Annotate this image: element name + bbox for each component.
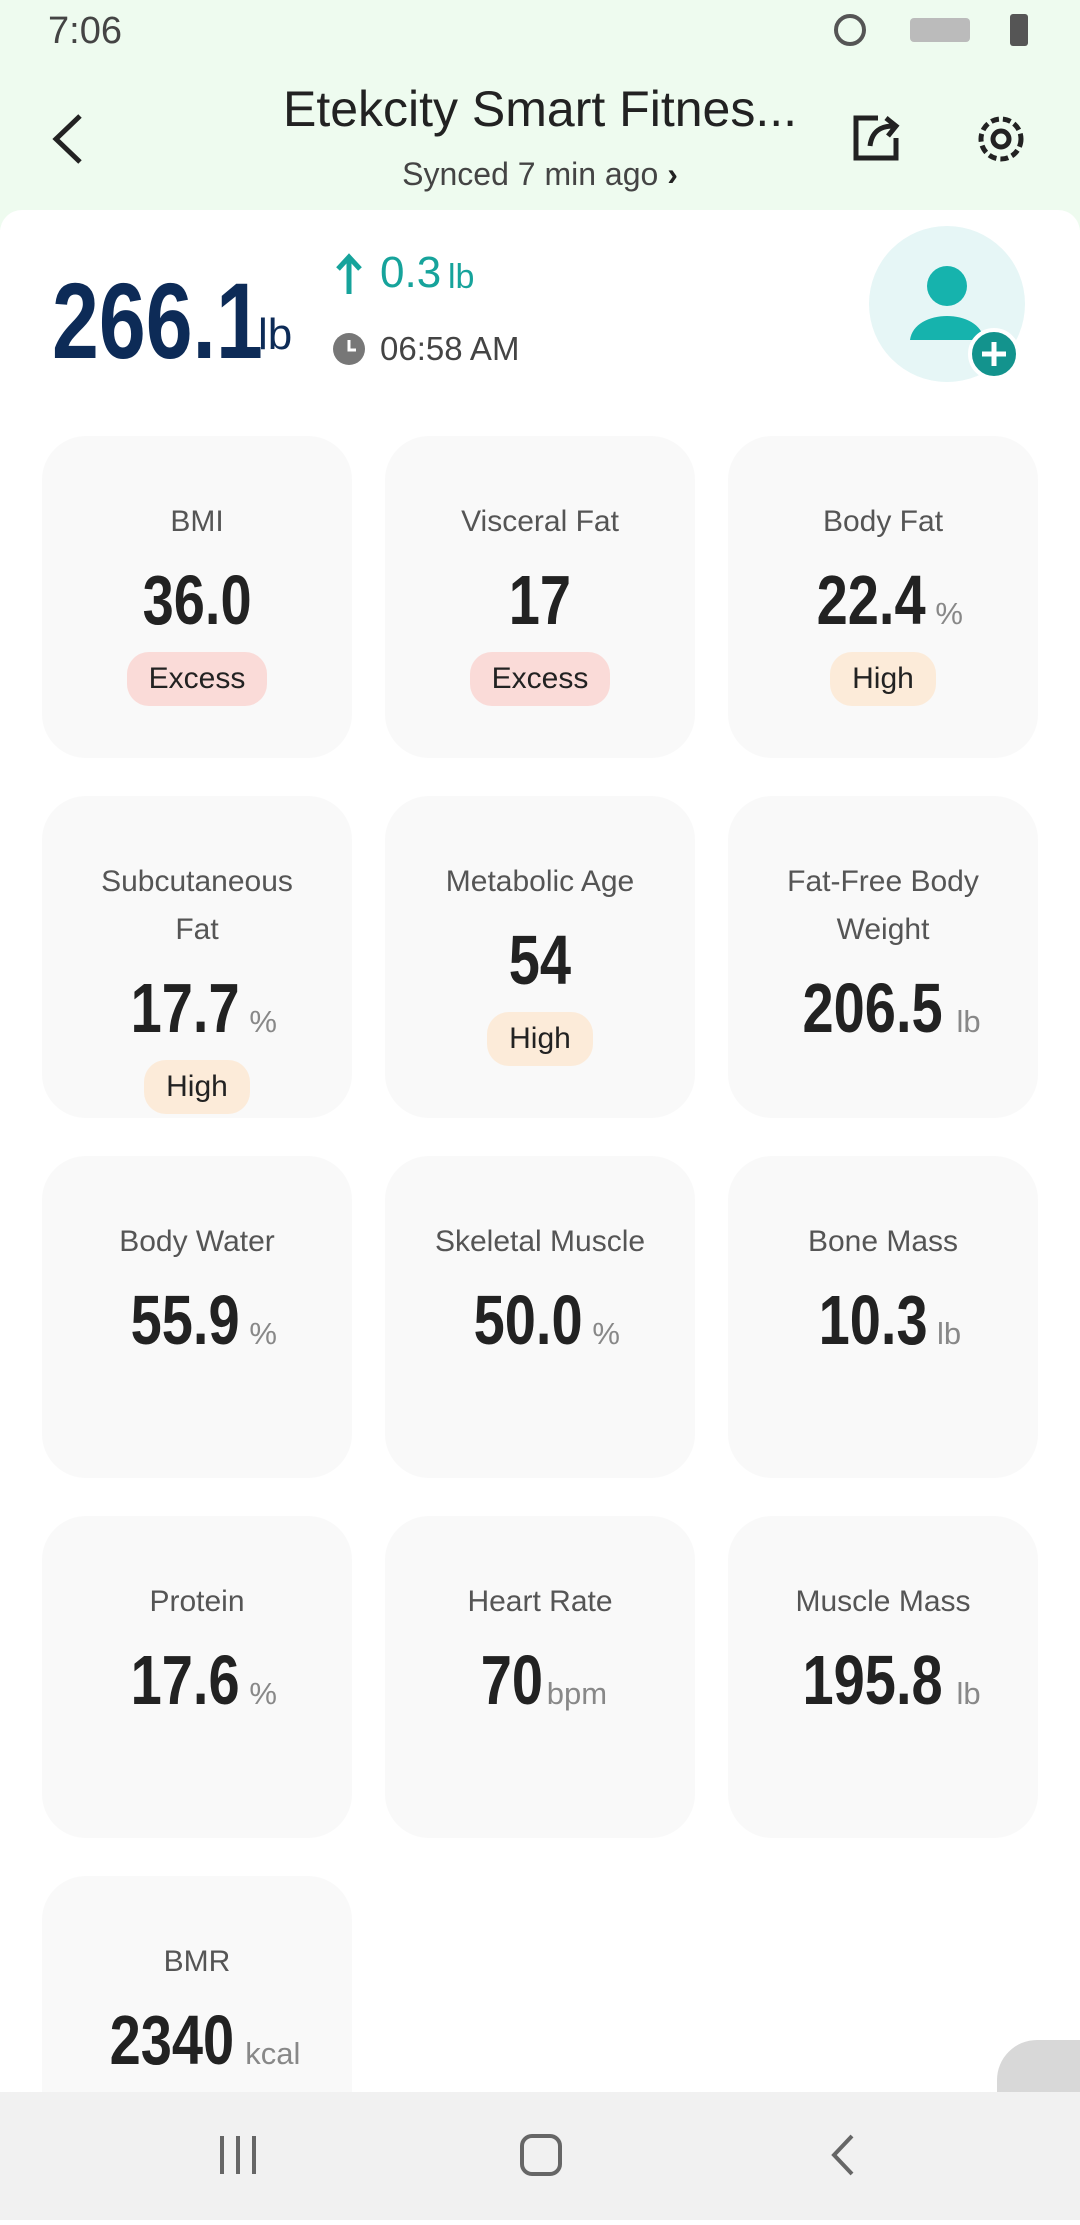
metric-value-row: 17 (501, 560, 579, 640)
metric-card[interactable]: Fat-Free Body Weight 206.5 lb (728, 796, 1038, 1118)
metric-value: 10.3 (818, 1281, 928, 1359)
metric-unit: kcal (245, 2036, 301, 2071)
metric-value-row: 17.6% (117, 1640, 277, 1720)
metric-label: Body Fat (822, 505, 944, 538)
metric-grid: BMI 36.0 Excess Visceral Fat 17 Excess Body Fa… (42, 436, 1038, 2092)
metric-label: Skeletal Muscle (434, 1225, 646, 1258)
change-unit: lb (448, 258, 475, 296)
settings-button[interactable] (972, 110, 1030, 168)
metric-label: BMI (170, 505, 224, 538)
metric-value: 70 (480, 1641, 543, 1719)
metric-value: 50.0 (473, 1281, 583, 1359)
clock-icon (333, 333, 365, 365)
header: 7:06 Etekcity Smart Fitnes... Synced 7 m… (0, 0, 1080, 230)
metric-value: 54 (508, 921, 572, 999)
metric-card[interactable]: Metabolic Age 54 High (385, 796, 695, 1118)
metric-unit: % (592, 1316, 620, 1351)
status-icons (834, 14, 1028, 46)
metric-status: High (144, 1060, 250, 1114)
metric-label: BMR (163, 1945, 231, 1978)
metric-label: Subcutaneous Fat (101, 865, 293, 946)
metric-value: 2340 (109, 2001, 234, 2079)
metric-value-row: 2340 kcal (94, 2000, 301, 2080)
metric-value: 36.0 (142, 561, 252, 639)
metric-value: 22.4 (816, 561, 926, 639)
measure-time: 06:58 AM (380, 330, 520, 367)
metric-card[interactable]: Body Water 55.9% (42, 1156, 352, 1478)
weight: 266.1 (52, 260, 263, 381)
metric-unit: % (249, 1316, 277, 1351)
share-button[interactable] (848, 110, 904, 166)
content: 266.1 lb 0.3 lb 06:58 AM BMI 36.0 Excess Vi… (0, 210, 1080, 2092)
metric-value-row: 50.0% (460, 1280, 620, 1360)
metric-label: Bone Mass (807, 1225, 959, 1258)
up-arrow (336, 253, 362, 294)
metric-label: Muscle Mass (795, 1585, 971, 1618)
metric-card[interactable]: Muscle Mass 195.8 lb (728, 1516, 1038, 1838)
metric-label: Heart Rate (467, 1585, 613, 1618)
side-tab-arrow (997, 2040, 1077, 2092)
metric-unit: lb (937, 1316, 962, 1351)
metric-value-row: 10.3 lb (805, 1280, 961, 1360)
metric-label: Visceral Fat (461, 505, 619, 538)
metric-value-row: 36.0 (129, 560, 265, 640)
metric-value-row: 55.9% (117, 1280, 277, 1360)
metric-unit: lb (956, 1676, 981, 1711)
avatar-button[interactable] (868, 224, 1028, 384)
nav-bar (0, 2092, 1080, 2220)
metric-value-row: 195.8 lb (785, 1640, 981, 1720)
metric-value: 17.7 (130, 969, 240, 1047)
status-time: 7:06 (48, 10, 122, 52)
metric-value-row: 70 bpm (473, 1640, 607, 1720)
weight-unit: lb (258, 310, 293, 359)
title: Etekcity Smart Fitnes... (282, 81, 797, 137)
metric-value: 206.5 (802, 969, 943, 1047)
metric-unit: % (249, 1676, 277, 1711)
metric-status: High (830, 652, 936, 706)
metric-card[interactable]: Body Fat 22.4% High (728, 436, 1038, 758)
metric-label: Protein (149, 1585, 245, 1618)
sync-text: Synced 7 min ago (402, 156, 659, 192)
metric-status: Excess (126, 652, 268, 706)
nav-icons (220, 2134, 854, 2176)
metric-status: High (487, 1012, 593, 1066)
metric-value-row: 54 (501, 920, 579, 1000)
metric-card[interactable]: Skeletal Muscle 50.0% (385, 1156, 695, 1478)
metric-unit: lb (956, 1004, 981, 1039)
metric-card[interactable]: Bone Mass 10.3 lb (728, 1156, 1038, 1478)
metric-unit: bpm (546, 1676, 608, 1711)
metric-value-row: 17.7% (117, 968, 277, 1048)
sync-status[interactable]: Synced 7 min ago › (402, 156, 678, 192)
metric-value: 195.8 (802, 1641, 943, 1719)
metric-card[interactable]: Protein 17.6% (42, 1516, 352, 1838)
metric-label: Fat-Free Body Weight (787, 865, 979, 946)
metric-value: 17 (508, 561, 572, 639)
weight-change: 0.3 (380, 248, 442, 297)
metric-card[interactable]: Visceral Fat 17 Excess (385, 436, 695, 758)
metric-unit: % (249, 1004, 277, 1039)
metric-label: Body Water (119, 1225, 275, 1258)
metric-label: Metabolic Age (445, 865, 635, 898)
metric-card[interactable]: BMR 2340 kcal (42, 1876, 352, 2092)
metric-value: 55.9 (130, 1281, 240, 1359)
metric-unit: % (935, 596, 963, 631)
metric-card[interactable]: BMI 36.0 Excess (42, 436, 352, 758)
metric-value-row: 22.4% (803, 560, 963, 640)
back-button[interactable] (48, 112, 88, 166)
metric-value: 17.6 (130, 1641, 240, 1719)
metric-card[interactable]: Subcutaneous Fat 17.7% High (42, 796, 352, 1118)
metric-card[interactable]: Heart Rate 70 bpm (385, 1516, 695, 1838)
metric-value-row: 206.5 lb (785, 968, 981, 1048)
side-tab[interactable] (997, 2040, 1080, 2092)
metric-status: Excess (469, 652, 611, 706)
